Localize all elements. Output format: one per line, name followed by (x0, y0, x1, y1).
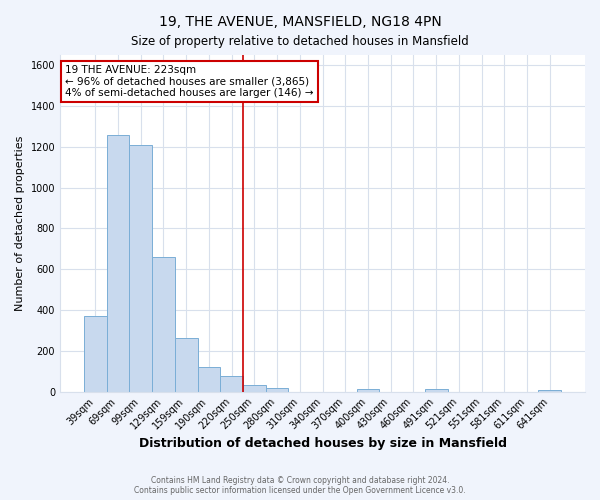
Bar (243, 384, 266, 392)
Bar (152, 257, 175, 392)
Bar (197, 367, 220, 392)
X-axis label: Distribution of detached houses by size in Mansfield: Distribution of detached houses by size … (139, 437, 506, 450)
Text: 19, THE AVENUE, MANSFIELD, NG18 4PN: 19, THE AVENUE, MANSFIELD, NG18 4PN (158, 15, 442, 29)
Text: Size of property relative to detached houses in Mansfield: Size of property relative to detached ho… (131, 35, 469, 48)
Y-axis label: Number of detached properties: Number of detached properties (15, 136, 25, 311)
Bar (425, 388, 448, 392)
Bar (107, 134, 130, 392)
Bar (266, 388, 289, 392)
Bar (356, 388, 379, 392)
Bar (84, 316, 107, 392)
Bar (220, 376, 243, 392)
Text: 19 THE AVENUE: 223sqm
← 96% of detached houses are smaller (3,865)
4% of semi-de: 19 THE AVENUE: 223sqm ← 96% of detached … (65, 65, 314, 98)
Bar (538, 390, 561, 392)
Bar (130, 145, 152, 392)
Text: Contains HM Land Registry data © Crown copyright and database right 2024.
Contai: Contains HM Land Registry data © Crown c… (134, 476, 466, 495)
Bar (175, 338, 197, 392)
